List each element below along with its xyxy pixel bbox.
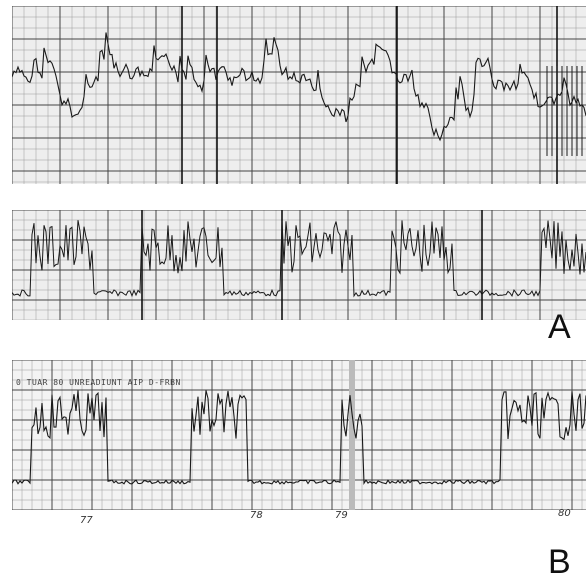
strip-b-header: 0 TUAR 80 UNREADIUNT AIP D-FRBN xyxy=(16,378,181,387)
recording-trace-strip-icon xyxy=(12,210,586,320)
segment-label: 78 xyxy=(250,510,263,521)
strip-b xyxy=(12,360,586,510)
strip-a-top xyxy=(12,6,586,184)
recording-trace-strip-icon xyxy=(12,6,586,184)
segment-label: 80 xyxy=(558,508,571,519)
recording-trace-strip-icon xyxy=(12,360,586,510)
panel-label-b: B xyxy=(548,543,571,581)
strip-a-bottom xyxy=(12,210,586,320)
segment-label: 79 xyxy=(335,510,348,521)
panel-label-a: A xyxy=(548,308,571,346)
segment-label: 77 xyxy=(80,515,93,526)
